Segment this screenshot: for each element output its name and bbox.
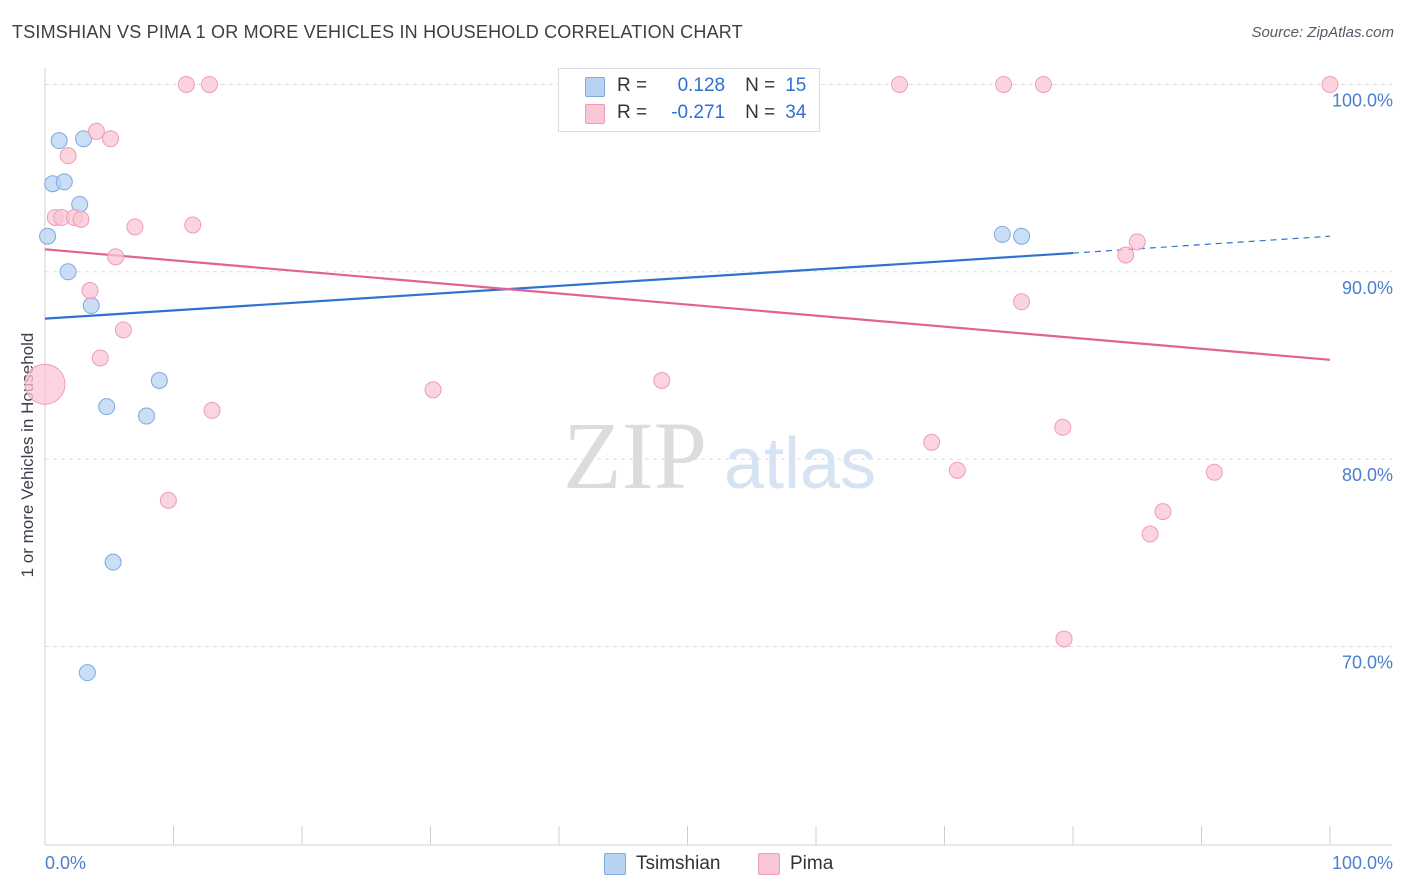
n-label: N = (745, 102, 776, 123)
tsimshian-point (78, 664, 96, 682)
pima-point (891, 75, 909, 93)
n-label: N = (745, 75, 776, 96)
tsimshian-legend-swatch (604, 853, 626, 875)
watermark-atlas: atlas (724, 424, 876, 504)
pima-point (59, 147, 77, 165)
pima-n-value: 34 (785, 102, 807, 123)
watermark-zip: ZIP (563, 402, 707, 509)
pima-point (923, 433, 941, 451)
tsimshian-point (98, 398, 116, 416)
pima-point (114, 321, 132, 339)
y-tick-label-100: 100.0% (1332, 90, 1393, 110)
tsimshian-point (55, 173, 73, 191)
tsimshian-point (993, 225, 1011, 243)
pima-point (1128, 233, 1146, 251)
tsimshian-point (138, 407, 156, 425)
x-tick-label-min: 0.0% (45, 853, 86, 873)
y-tick-label-90: 90.0% (1342, 278, 1393, 298)
pima-point (81, 282, 99, 300)
pima-point (184, 216, 202, 234)
pima-point (948, 461, 966, 479)
pima-point (424, 381, 442, 399)
pima-point (1117, 246, 1135, 264)
tsimshian-point (104, 553, 122, 571)
pima-point (102, 130, 120, 148)
tsimshian-swatch (585, 77, 605, 97)
pima-point (995, 75, 1013, 93)
correlation-legend: R = 0.128 N = 15 R = -0.271 N = 34 (558, 68, 820, 132)
pima-point (203, 401, 221, 419)
pima-point (1154, 503, 1172, 521)
pima-point (1141, 525, 1159, 543)
pima-swatch (585, 104, 605, 124)
pima-point (1013, 293, 1031, 311)
pima-point (200, 75, 218, 93)
tsimshian-r-value: 0.128 (677, 75, 726, 96)
pima-point (24, 363, 66, 405)
legend-item-tsimshian[interactable]: Tsimshian (604, 852, 720, 876)
axes (44, 68, 1392, 846)
pima-r-value: -0.271 (671, 102, 726, 123)
pima-point (177, 75, 195, 93)
pima-point (126, 218, 144, 236)
y-tick-label-70: 70.0% (1342, 652, 1393, 672)
legend-item-pima[interactable]: Pima (758, 852, 833, 876)
pima-legend-label: Pima (790, 853, 834, 874)
pima-point (159, 491, 177, 509)
pima-point (1034, 75, 1052, 93)
tsimshian-n-value: 15 (785, 75, 807, 96)
data-points (24, 75, 1339, 682)
pima-point (1055, 630, 1073, 648)
tsimshian-point (82, 297, 100, 315)
x-tick-label-max: 100.0% (1332, 853, 1393, 873)
pima-point (653, 371, 671, 389)
tsimshian-point (39, 227, 57, 245)
r-label: R = (617, 75, 648, 96)
pima-point (1205, 463, 1223, 481)
pima-trend-line (44, 248, 1331, 361)
pima-legend-swatch (758, 853, 780, 875)
pima-point (1054, 418, 1072, 436)
tsimshian-point (1013, 227, 1031, 245)
gridlines (45, 83, 1392, 647)
tick-labels: 70.0% 80.0% 90.0% 100.0% 0.0% 100.0% (45, 90, 1393, 873)
pima-point (91, 349, 109, 367)
tsimshian-point (59, 263, 77, 281)
tsimshian-trend-extension (1072, 235, 1331, 254)
legend-row-pima: R = -0.271 N = 34 (617, 102, 806, 124)
y-tick-label-80: 80.0% (1342, 465, 1393, 485)
tsimshian-point (75, 130, 93, 148)
tsimshian-trend-line (44, 251, 1074, 320)
source-label: Source: ZipAtlas.com (1251, 24, 1394, 41)
pima-point (107, 248, 125, 266)
pima-point (72, 210, 90, 228)
r-label: R = (617, 102, 648, 123)
trend-lines (44, 235, 1331, 361)
pima-point (87, 122, 105, 140)
tsimshian-point (50, 132, 68, 150)
legend-row-tsimshian: R = 0.128 N = 15 (617, 75, 806, 97)
tsimshian-point (150, 371, 168, 389)
pima-point (1321, 75, 1339, 93)
watermark: ZIP atlas (563, 402, 876, 509)
chart-title: TSIMSHIAN VS PIMA 1 OR MORE VEHICLES IN … (12, 22, 743, 42)
tsimshian-legend-label: Tsimshian (636, 853, 721, 874)
